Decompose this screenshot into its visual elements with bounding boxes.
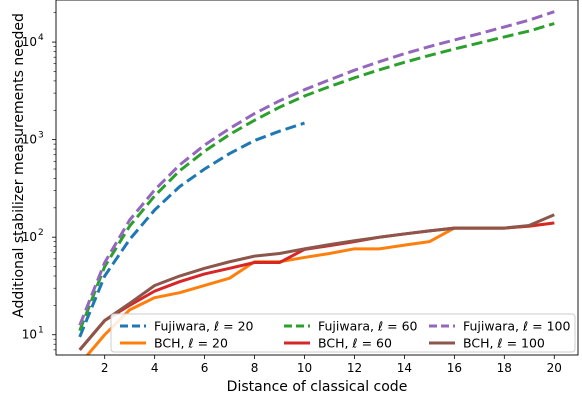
legend-label-3: BCH, ℓ = 60: [318, 336, 392, 351]
y-tick-label: 10: [22, 328, 37, 342]
legend-label-5: BCH, ℓ = 100: [463, 336, 545, 351]
x-tick-label: 12: [347, 361, 362, 375]
x-tick-label: 16: [447, 361, 462, 375]
y-tick-label: 10: [22, 133, 37, 147]
legend-label-1: BCH, ℓ = 20: [154, 336, 228, 351]
legend: Fujiwara, ℓ = 20 BCH, ℓ = 20 Fujiwara, ℓ =…: [110, 313, 576, 353]
x-axis: 2 4 6 8 10 12 14 16 18 20: [101, 355, 562, 375]
legend-label-4: Fujiwara, ℓ = 100: [463, 319, 570, 334]
y-tick-exponent: 3: [38, 131, 44, 141]
y-tick-exponent: 4: [38, 33, 44, 43]
x-tick-label: 2: [101, 361, 109, 375]
y-axis-title: Additional stabilizer measurements neede…: [11, 13, 27, 318]
series-line-5: [78, 213, 555, 351]
x-tick-label: 20: [547, 361, 562, 375]
x-tick-label: 18: [497, 361, 512, 375]
y-tick-exponent: 1: [38, 326, 44, 336]
x-axis-title: Distance of classical code: [227, 379, 408, 395]
y-tick-exponent: 2: [38, 228, 44, 238]
legend-label-2: Fujiwara, ℓ = 60: [318, 319, 418, 334]
x-tick-label: 10: [297, 361, 312, 375]
series-line-0: [78, 121, 305, 338]
y-tick-label: 10: [22, 35, 37, 49]
series-line-2: [78, 22, 555, 332]
plot-frame: [55, 0, 579, 356]
x-tick-label: 8: [251, 361, 259, 375]
y-tick-label: 10: [22, 230, 37, 244]
x-tick-label: 6: [201, 361, 209, 375]
x-tick-label: 14: [397, 361, 412, 375]
x-tick-label: 4: [151, 361, 159, 375]
legend-box: [110, 313, 576, 353]
series-line-4: [78, 10, 555, 326]
series-layer: [78, 10, 555, 355]
legend-label-0: Fujiwara, ℓ = 20: [154, 319, 254, 334]
